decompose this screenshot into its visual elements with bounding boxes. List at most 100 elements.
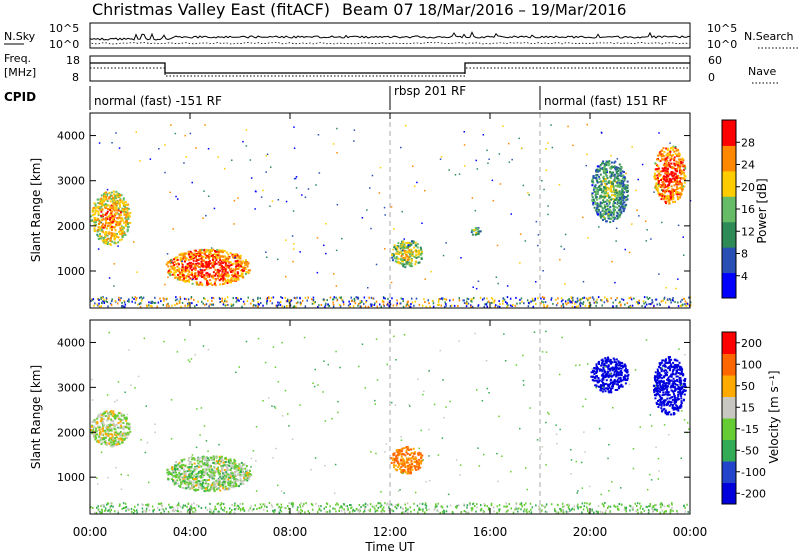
- scatter-cell: [579, 301, 581, 304]
- data-cell: [110, 427, 113, 430]
- data-cell: [620, 205, 623, 208]
- data-cell: [405, 241, 408, 244]
- scatter-cell: [497, 282, 499, 285]
- data-cell: [178, 461, 181, 464]
- data-cell: [208, 459, 211, 462]
- data-cell: [414, 456, 417, 459]
- data-cell: [173, 466, 176, 469]
- data-cell: [619, 211, 622, 214]
- scatter-cell: [231, 159, 233, 161]
- data-cell: [407, 470, 410, 473]
- scatter-cell: [320, 304, 323, 306]
- data-cell: [209, 279, 212, 282]
- data-cell: [236, 473, 239, 476]
- data-cell: [215, 485, 218, 488]
- data-cell: [205, 487, 208, 490]
- data-cell: [103, 441, 106, 444]
- data-cell: [620, 365, 623, 367]
- data-cell: [410, 259, 413, 262]
- data-cell: [603, 177, 606, 180]
- data-cell: [181, 269, 183, 272]
- scatter-cell: [105, 297, 108, 300]
- scatter-cell: [296, 296, 298, 299]
- scatter-cell: [503, 298, 506, 301]
- data-cell: [678, 153, 681, 156]
- data-cell: [397, 466, 400, 469]
- scatter-cell: [684, 304, 687, 307]
- data-cell: [195, 249, 198, 252]
- data-cell: [608, 208, 610, 211]
- data-cell: [610, 387, 613, 390]
- data-cell: [109, 243, 112, 246]
- scatter-cell: [474, 209, 477, 212]
- data-cell: [673, 150, 676, 153]
- scatter-cell: [648, 303, 650, 305]
- data-cell: [178, 278, 181, 280]
- data-cell: [211, 469, 214, 472]
- data-cell: [231, 481, 234, 484]
- data-cell: [664, 171, 667, 174]
- data-cell: [191, 257, 194, 260]
- data-cell: [676, 188, 679, 190]
- data-cell: [182, 278, 185, 281]
- data-cell: [112, 439, 115, 442]
- data-cell: [655, 388, 658, 390]
- data-cell: [396, 454, 399, 457]
- data-cell: [240, 470, 242, 473]
- scatter-cell: [437, 304, 439, 306]
- data-cell: [121, 434, 124, 437]
- data-cell: [591, 193, 593, 196]
- scatter-cell: [317, 305, 319, 308]
- data-cell: [664, 200, 667, 203]
- data-cell: [237, 479, 240, 482]
- data-cell: [204, 467, 207, 470]
- scatter-cell: [591, 296, 594, 299]
- data-cell: [215, 479, 218, 482]
- scatter-cell: [292, 260, 294, 263]
- data-cell: [602, 376, 605, 379]
- scatter-cell: [633, 297, 635, 300]
- data-cell: [623, 197, 625, 199]
- y-tick-label: 2000: [57, 220, 85, 233]
- data-cell: [187, 459, 190, 462]
- data-cell: [609, 190, 612, 193]
- data-cell: [612, 213, 615, 216]
- scatter-cell: [472, 286, 474, 288]
- scatter-cell: [628, 251, 631, 254]
- data-cell: [672, 157, 675, 160]
- data-cell: [186, 478, 189, 481]
- data-cell: [246, 477, 249, 480]
- scatter-cell: [323, 244, 325, 247]
- data-cell: [593, 367, 596, 370]
- data-cell: [602, 218, 604, 221]
- data-cell: [604, 371, 607, 374]
- data-cell: [407, 256, 410, 259]
- data-cell: [184, 252, 187, 255]
- scatter-cell: [328, 305, 331, 307]
- data-cell: [207, 256, 210, 259]
- data-cell: [405, 246, 408, 249]
- scatter-cell: [219, 298, 221, 300]
- data-cell: [597, 367, 599, 370]
- data-cell: [118, 213, 121, 216]
- data-cell: [215, 262, 218, 265]
- scatter-cell: [176, 302, 179, 305]
- data-cell: [180, 483, 183, 486]
- data-cell: [617, 383, 619, 386]
- data-cell: [665, 404, 668, 407]
- scatter-cell: [294, 177, 297, 180]
- data-cell: [98, 228, 101, 231]
- scatter-cell: [537, 297, 539, 300]
- scatter-cell: [515, 296, 517, 299]
- scatter-cell: [677, 278, 679, 280]
- data-cell: [207, 265, 210, 268]
- scatter-cell: [306, 299, 308, 302]
- scatter-cell: [658, 273, 660, 275]
- scatter-cell: [582, 301, 585, 304]
- data-cell: [205, 456, 207, 459]
- scatter-cell: [293, 147, 296, 149]
- data-cell: [229, 477, 232, 480]
- data-cell: [109, 227, 112, 230]
- scatter-cell: [141, 299, 143, 302]
- data-cell: [623, 207, 626, 210]
